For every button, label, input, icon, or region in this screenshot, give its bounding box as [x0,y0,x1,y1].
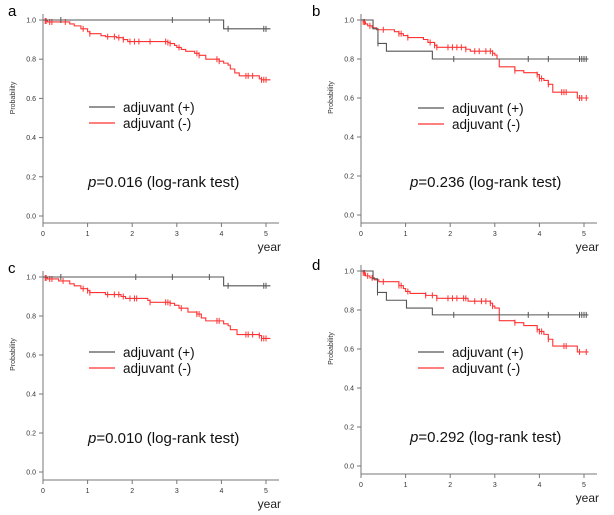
p-value-annotation: p=0.292 (log-rank test) [409,429,561,446]
y-tick-label: 0.4 [26,392,36,399]
y-tick-label: 0.8 [344,57,354,64]
y-tick-label: 1.0 [344,269,354,276]
y-tick-label: 0.8 [344,308,354,315]
x-tick-label: 4 [537,482,541,489]
y-tick-label: 0.6 [344,347,354,354]
x-tick-label: 0 [41,488,45,495]
panel-c: c 0.0 0.2 0.4 0.6 0.8 1.0 0 1 2 3 4 5 year Probability… [8,260,281,511]
legend-entry: adjuvant (+) [452,101,524,116]
x-axis-label: year [258,497,281,511]
p-value-annotation: p=0.010 (log-rank test) [87,430,239,447]
legend-entry: adjuvant (+) [123,345,195,360]
p-value-text: =0.010 (log-rank test) [96,430,239,447]
x-tick-label: 4 [537,231,541,238]
x-tick-label: 4 [219,488,223,495]
km-curve-adjuvant-plus [361,19,589,60]
y-tick-label: 0.4 [26,135,36,142]
panel-letter: d [312,257,320,274]
legend-entry: adjuvant (-) [123,116,191,131]
x-tick-label: 2 [448,482,452,489]
p-value-text: =0.292 (log-rank test) [418,429,561,446]
x-tick-label: 1 [86,231,90,238]
x-tick-label: 1 [86,488,90,495]
p-value-text: =0.016 (log-rank test) [96,174,239,191]
x-tick-label: 0 [359,231,363,238]
p-value-symbol: p [87,174,96,191]
km-curve-adjuvant-minus [43,19,271,81]
y-tick-label: 0.0 [344,464,354,471]
y-tick-label: 0.8 [26,314,36,321]
y-tick-label: 0.4 [344,386,354,393]
y-axis-label: Probability [10,338,17,371]
x-tick-label: 5 [264,231,268,238]
x-tick-label: 3 [175,488,179,495]
x-tick-label: 3 [493,231,497,238]
y-tick-label: 0.6 [344,96,354,103]
panel-a: a 0.0 0.2 0.4 0.6 0.8 1.0 0 1 2 3 4 5 year Probability… [8,3,281,254]
x-axis-label: year [258,240,281,254]
km-curve-adjuvant-minus [361,270,589,353]
y-axis-label: Probability [328,332,335,365]
legend-entry: adjuvant (-) [452,361,520,376]
p-value-annotation: p=0.016 (log-rank test) [87,174,239,191]
x-tick-label: 5 [264,488,268,495]
x-tick-label: 0 [359,482,363,489]
x-tick-label: 5 [582,231,586,238]
legend-entry: adjuvant (-) [123,361,191,376]
x-tick-label: 1 [404,482,408,489]
x-tick-label: 2 [130,488,134,495]
panel-d: d 0.0 0.2 0.4 0.6 0.8 1.0 0 1 2 3 4 5 year Probability… [312,257,599,505]
x-tick-label: 3 [493,482,497,489]
p-value-annotation: p=0.236 (log-rank test) [409,174,561,191]
y-tick-label: 0.8 [26,57,36,64]
km-curve-adjuvant-plus [43,276,271,287]
panel-letter: c [8,260,16,277]
x-tick-label: 2 [130,231,134,238]
y-tick-label: 0.0 [26,470,36,477]
y-tick-label: 0.0 [344,213,354,220]
x-tick-label: 1 [404,231,408,238]
x-tick-label: 0 [41,231,45,238]
p-value-text: =0.236 (log-rank test) [418,174,561,191]
y-tick-label: 0.2 [344,174,354,181]
x-tick-label: 2 [448,231,452,238]
y-tick-label: 1.0 [26,275,36,282]
x-axis-label: year [576,240,599,254]
y-tick-label: 0.2 [26,174,36,181]
y-tick-label: 0.6 [26,96,36,103]
km-curve-adjuvant-plus [361,270,589,316]
x-tick-label: 5 [582,482,586,489]
panel-b: b 0.0 0.2 0.4 0.6 0.8 1.0 0 1 2 3 4 5 year Probability… [312,3,599,254]
panel-letter: a [8,3,17,20]
km-curve-adjuvant-minus [43,276,271,339]
y-tick-label: 0.6 [26,353,36,360]
legend-entry: adjuvant (+) [123,100,195,115]
panel-letter: b [312,3,320,20]
y-tick-label: 0.2 [26,431,36,438]
y-tick-label: 0.2 [344,425,354,432]
y-axis-label: Probability [328,81,335,114]
km-curve-adjuvant-plus [43,19,271,30]
x-tick-label: 3 [175,231,179,238]
x-tick-label: 4 [219,231,223,238]
legend-entry: adjuvant (-) [452,117,520,132]
y-tick-label: 0.0 [26,214,36,221]
p-value-symbol: p [409,429,418,446]
legend-entry: adjuvant (+) [452,345,524,360]
p-value-symbol: p [87,430,96,447]
p-value-symbol: p [409,174,418,191]
y-tick-label: 1.0 [26,18,36,25]
y-axis-label: Probability [10,81,17,114]
x-axis-label: year [576,491,599,505]
y-tick-label: 1.0 [344,18,354,25]
y-tick-label: 0.4 [344,135,354,142]
